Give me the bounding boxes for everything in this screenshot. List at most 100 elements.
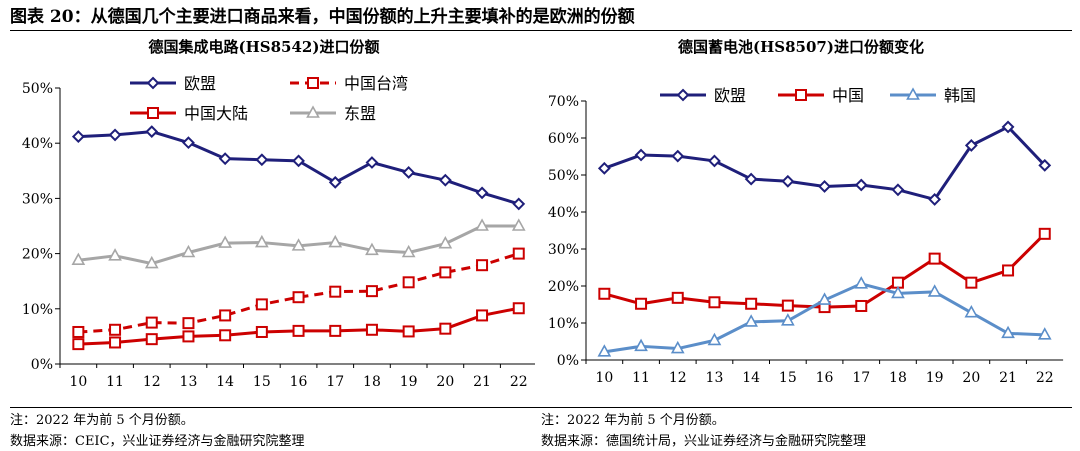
y-tick-label: 20% (548, 279, 579, 295)
data-point (181, 244, 196, 258)
legend-marker (307, 77, 319, 89)
x-tick-label: 18 (889, 370, 907, 386)
data-point (781, 299, 794, 312)
legend-marker (147, 107, 159, 119)
note-left-footnote: 注：2022 年为前 5 个月份额。 (10, 413, 194, 428)
legend-label: 中国 (832, 86, 864, 105)
chart-title: 德国集成电路(HS8542)进口份额 (149, 38, 380, 56)
data-point (707, 332, 722, 346)
data-point (71, 130, 85, 143)
data-point (108, 248, 122, 261)
y-tick-label: 60% (548, 131, 579, 147)
data-point (855, 299, 868, 312)
legend-label: 中国台湾 (344, 74, 408, 93)
data-point (817, 292, 832, 305)
data-point (891, 285, 905, 299)
series-line (78, 130, 520, 206)
top-rule (10, 30, 1072, 31)
data-point (144, 255, 159, 269)
x-tick-label: 12 (143, 374, 161, 390)
data-point (291, 238, 306, 251)
note-right-footnote: 注：2022 年为前 5 个月份额。 (541, 413, 725, 428)
data-point (71, 252, 86, 266)
data-point (72, 338, 85, 351)
x-tick-label: 22 (1036, 370, 1054, 386)
data-point (928, 193, 942, 206)
data-point (182, 317, 195, 330)
chart-title: 德国蓄电池(HS8507)进口份额变化 (678, 38, 924, 56)
legend-label: 东盟 (344, 104, 376, 123)
data-point (402, 166, 416, 179)
x-tick-label: 10 (69, 374, 87, 390)
data-point (512, 197, 526, 211)
data-point (1001, 120, 1015, 134)
data-point (218, 152, 232, 166)
series-3 (597, 276, 1052, 357)
data-point (439, 322, 452, 335)
y-tick-label: 50% (548, 168, 579, 184)
data-point (219, 309, 232, 322)
data-point (438, 173, 452, 187)
y-tick-label: 30% (22, 191, 53, 207)
legend-entry: 中国大陆 (130, 104, 248, 123)
data-point (255, 298, 268, 311)
x-tick-label: 21 (999, 370, 1017, 386)
legend-entry: 韩国 (890, 86, 976, 105)
y-tick-label: 50% (22, 81, 53, 97)
x-tick-label: 21 (473, 374, 491, 390)
y-tick-label: 0% (557, 353, 579, 369)
data-point (365, 242, 379, 256)
x-tick-label: 16 (816, 370, 834, 386)
x-tick-label: 19 (400, 374, 418, 390)
x-tick-label: 20 (436, 374, 454, 390)
data-point (708, 154, 721, 168)
x-tick-label: 22 (510, 374, 528, 390)
data-point (401, 244, 416, 258)
data-point (744, 314, 759, 327)
data-point (635, 297, 648, 310)
data-point (512, 247, 525, 260)
y-tick-label: 40% (22, 136, 53, 152)
x-tick-label: 20 (962, 370, 980, 386)
data-point (928, 252, 941, 265)
data-point (1001, 325, 1015, 339)
series-2 (598, 227, 1051, 314)
series-4 (71, 218, 526, 269)
data-point (476, 259, 489, 272)
data-point (818, 180, 831, 193)
x-tick-label: 13 (180, 374, 198, 390)
y-tick-label: 70% (548, 94, 579, 110)
data-point (365, 323, 378, 336)
data-point (145, 333, 158, 346)
y-tick-label: 20% (22, 247, 53, 263)
legend-marker (795, 89, 807, 101)
data-point (1038, 158, 1052, 172)
series-3 (72, 302, 525, 351)
data-point (475, 218, 489, 231)
x-tick-label: 14 (742, 370, 760, 386)
data-point (182, 136, 195, 150)
data-point (597, 161, 611, 175)
legend-label: 韩国 (944, 86, 976, 105)
y-tick-label: 10% (22, 302, 53, 318)
data-point (891, 183, 905, 197)
series-1 (71, 125, 526, 211)
series-2 (72, 247, 525, 338)
note-left-source: 数据来源：CEIC，兴业证券经济与金融研究院整理 (10, 434, 305, 449)
data-point (109, 323, 122, 336)
legend-entry: 欧盟 (660, 86, 746, 105)
data-point (145, 125, 159, 139)
bottom-rule (10, 407, 1072, 408)
data-point (634, 148, 648, 162)
data-point (671, 149, 685, 163)
data-point (511, 218, 526, 231)
y-tick-label: 10% (548, 316, 579, 332)
x-tick-label: 18 (363, 374, 381, 390)
y-tick-label: 0% (31, 357, 53, 373)
data-point (365, 285, 378, 298)
legend-label: 中国大陆 (184, 104, 248, 123)
series-1 (597, 120, 1052, 206)
data-point (365, 156, 379, 169)
data-point (254, 234, 269, 248)
data-point (292, 154, 305, 168)
